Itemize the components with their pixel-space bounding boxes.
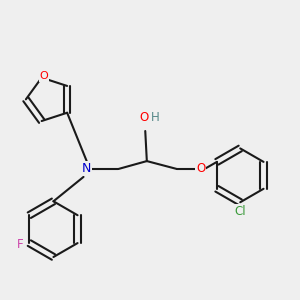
Text: N: N: [82, 163, 92, 176]
Text: O: O: [140, 111, 149, 124]
Text: O: O: [196, 163, 205, 176]
Text: O: O: [40, 71, 49, 81]
Text: Cl: Cl: [234, 205, 246, 218]
Text: F: F: [16, 238, 23, 250]
Text: H: H: [151, 111, 160, 124]
